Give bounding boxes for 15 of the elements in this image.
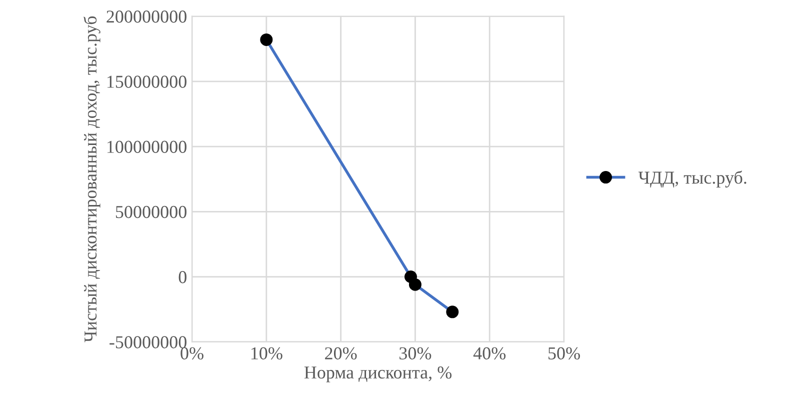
legend-label: ЧДД, тыс.руб. — [638, 170, 746, 188]
y-tick-label: 100000000 — [107, 140, 186, 153]
y-tick-label: 150000000 — [107, 76, 186, 88]
x-tick-label: 0% — [180, 347, 204, 360]
x-axis-title: Норма дисконта, % — [304, 366, 452, 382]
y-axis-title: Чистый дисконтированный доход, тыс.руб — [84, 16, 100, 342]
y-tick-label: 200000000 — [106, 10, 186, 23]
x-tick-label: 50% — [548, 347, 580, 360]
x-tick-label: 40% — [473, 347, 506, 360]
x-tick-label: 30% — [400, 347, 432, 360]
x-tick-label: 20% — [325, 347, 357, 360]
x-tick-label: 10% — [251, 347, 282, 360]
y-tick-label: 0 — [178, 271, 186, 284]
y-tick-label: -50000000 — [110, 336, 186, 348]
y-tick-label: 50000000 — [116, 206, 186, 218]
